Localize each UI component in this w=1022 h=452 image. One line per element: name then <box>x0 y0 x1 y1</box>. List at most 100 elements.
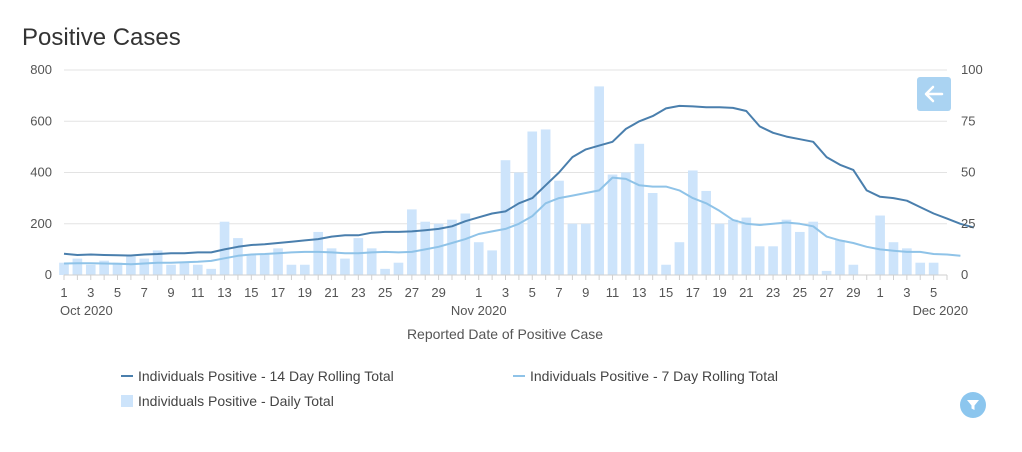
daily-bar[interactable] <box>300 264 310 275</box>
daily-bar[interactable] <box>781 219 792 275</box>
daily-bar[interactable] <box>621 172 631 276</box>
y-right-tick-label: 100 <box>961 62 983 77</box>
daily-bar[interactable] <box>313 231 324 275</box>
daily-bar[interactable] <box>928 262 939 275</box>
x-tick-label: 23 <box>766 285 780 300</box>
x-tick-label: 25 <box>378 285 392 300</box>
daily-bar[interactable] <box>902 248 912 275</box>
daily-bar[interactable] <box>380 268 390 275</box>
daily-bar[interactable] <box>273 248 283 275</box>
rolling-lines <box>63 104 975 266</box>
x-tick-label: 7 <box>141 285 148 300</box>
y-left-tick-label: 0 <box>45 267 52 282</box>
daily-bar[interactable] <box>420 221 431 275</box>
daily-bar[interactable] <box>500 160 511 275</box>
daily-bar[interactable] <box>741 217 752 275</box>
daily-bar[interactable] <box>888 242 899 275</box>
x-tick-label: 1 <box>475 285 482 300</box>
daily-bar[interactable] <box>286 264 297 275</box>
x-tick-label: 13 <box>632 285 646 300</box>
daily-bar[interactable] <box>674 242 685 275</box>
daily-bar[interactable] <box>915 262 926 275</box>
daily-bar[interactable] <box>607 174 618 275</box>
daily-bar[interactable] <box>554 180 564 275</box>
daily-bar[interactable] <box>393 262 404 275</box>
x-tick-label: 9 <box>582 285 589 300</box>
daily-bar[interactable] <box>580 223 591 275</box>
daily-bar[interactable] <box>701 190 711 275</box>
filter-button[interactable] <box>960 392 986 418</box>
daily-bar[interactable] <box>460 213 471 276</box>
back-button[interactable] <box>917 77 951 111</box>
daily-bar[interactable] <box>192 264 203 275</box>
daily-bar[interactable] <box>179 262 190 275</box>
daily-bar[interactable] <box>447 219 457 275</box>
daily-bar[interactable] <box>219 221 230 275</box>
daily-bar[interactable] <box>72 258 83 275</box>
daily-bar[interactable] <box>206 268 216 275</box>
daily-bar[interactable] <box>728 219 738 275</box>
daily-bar[interactable] <box>407 209 417 275</box>
x-month-label: Dec 2020 <box>912 303 968 318</box>
daily-bar[interactable] <box>246 254 257 276</box>
daily-bar[interactable] <box>487 250 497 275</box>
x-tick-label: 17 <box>686 285 700 300</box>
x-tick-label: 27 <box>819 285 833 300</box>
series-line[interactable] <box>63 176 961 266</box>
series-line[interactable] <box>63 104 975 257</box>
y-right-tick-label: 75 <box>961 113 975 128</box>
daily-bar[interactable] <box>821 270 832 275</box>
x-tick-label: 25 <box>793 285 807 300</box>
legend-item-daily[interactable]: Individuals Positive - Daily Total <box>121 393 334 409</box>
x-tick-label: 23 <box>351 285 365 300</box>
daily-bar[interactable] <box>875 215 885 275</box>
x-tick-label: 5 <box>114 285 121 300</box>
daily-bar[interactable] <box>768 246 778 275</box>
daily-bar[interactable] <box>754 246 765 275</box>
x-tick-label: 27 <box>405 285 419 300</box>
daily-bar[interactable] <box>259 254 270 276</box>
daily-bar[interactable] <box>594 86 604 276</box>
daily-bar[interactable] <box>687 170 698 275</box>
daily-bar[interactable] <box>126 256 136 275</box>
daily-bar[interactable] <box>366 248 377 275</box>
daily-bar[interactable] <box>59 262 69 275</box>
daily-bar[interactable] <box>85 264 96 275</box>
daily-bar[interactable] <box>795 231 805 275</box>
daily-bar[interactable] <box>647 193 658 275</box>
daily-bar[interactable] <box>340 258 350 275</box>
legend-item-14day[interactable]: Individuals Positive - 14 Day Rolling To… <box>121 368 394 384</box>
x-tick-label: 7 <box>555 285 562 300</box>
x-tick-label: 19 <box>298 285 312 300</box>
daily-bar[interactable] <box>567 223 578 275</box>
daily-bar[interactable] <box>353 238 364 275</box>
daily-bar[interactable] <box>112 262 123 275</box>
x-tick-label: 17 <box>271 285 285 300</box>
daily-bar[interactable] <box>166 264 176 275</box>
daily-bars <box>59 86 939 276</box>
daily-bar[interactable] <box>139 258 150 275</box>
daily-bar[interactable] <box>527 131 538 276</box>
x-month-label: Nov 2020 <box>451 303 507 318</box>
daily-bar[interactable] <box>634 143 645 275</box>
y-right-tick-label: 25 <box>961 216 975 231</box>
legend-item-7day[interactable]: Individuals Positive - 7 Day Rolling Tot… <box>513 368 778 384</box>
daily-bar[interactable] <box>99 260 109 275</box>
x-tick-label: 5 <box>930 285 937 300</box>
daily-bar[interactable] <box>661 264 671 275</box>
daily-bar[interactable] <box>835 240 845 275</box>
y-left-tick-label: 800 <box>30 62 52 77</box>
daily-bar[interactable] <box>808 221 819 275</box>
x-tick-label: 13 <box>217 285 231 300</box>
daily-bar[interactable] <box>326 248 337 275</box>
x-tick-label: 29 <box>431 285 445 300</box>
x-tick-label: 11 <box>191 285 205 300</box>
arrow-left-icon <box>924 85 944 103</box>
legend-label-daily: Individuals Positive - Daily Total <box>138 393 334 409</box>
daily-bar[interactable] <box>848 264 859 275</box>
x-tick-label: 11 <box>606 285 620 300</box>
daily-bar[interactable] <box>433 223 444 275</box>
daily-bar[interactable] <box>473 242 484 275</box>
daily-bar[interactable] <box>714 223 725 275</box>
